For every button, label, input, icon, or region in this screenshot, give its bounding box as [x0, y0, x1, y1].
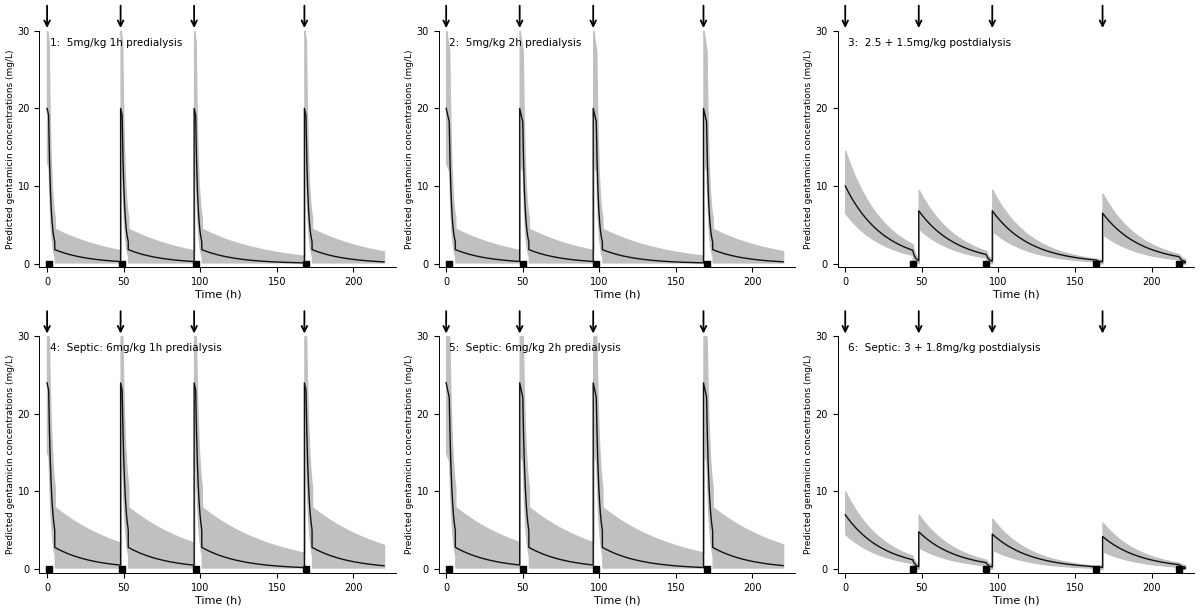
Y-axis label: Predicted gentamicin concentrations (mg/L): Predicted gentamicin concentrations (mg/… — [404, 355, 414, 554]
Text: 6:  Septic: 3 + 1.8mg/kg postdialysis: 6: Septic: 3 + 1.8mg/kg postdialysis — [848, 343, 1040, 353]
X-axis label: Time (h): Time (h) — [992, 596, 1039, 606]
Text: 5:  Septic: 6mg/kg 2h predialysis: 5: Septic: 6mg/kg 2h predialysis — [449, 343, 620, 353]
X-axis label: Time (h): Time (h) — [194, 290, 241, 300]
X-axis label: Time (h): Time (h) — [594, 290, 641, 300]
Y-axis label: Predicted gentamicin concentrations (mg/L): Predicted gentamicin concentrations (mg/… — [804, 355, 812, 554]
Text: 4:  Septic: 6mg/kg 1h predialysis: 4: Septic: 6mg/kg 1h predialysis — [50, 343, 222, 353]
Y-axis label: Predicted gentamicin concentrations (mg/L): Predicted gentamicin concentrations (mg/… — [804, 49, 812, 249]
Y-axis label: Predicted gentamicin concentrations (mg/L): Predicted gentamicin concentrations (mg/… — [6, 49, 14, 249]
Text: 3:  2.5 + 1.5mg/kg postdialysis: 3: 2.5 + 1.5mg/kg postdialysis — [848, 38, 1012, 48]
X-axis label: Time (h): Time (h) — [194, 596, 241, 606]
Text: 2:  5mg/kg 2h predialysis: 2: 5mg/kg 2h predialysis — [449, 38, 582, 48]
X-axis label: Time (h): Time (h) — [992, 290, 1039, 300]
X-axis label: Time (h): Time (h) — [594, 596, 641, 606]
Y-axis label: Predicted gentamicin concentrations (mg/L): Predicted gentamicin concentrations (mg/… — [404, 49, 414, 249]
Text: 1:  5mg/kg 1h predialysis: 1: 5mg/kg 1h predialysis — [50, 38, 182, 48]
Y-axis label: Predicted gentamicin concentrations (mg/L): Predicted gentamicin concentrations (mg/… — [6, 355, 14, 554]
